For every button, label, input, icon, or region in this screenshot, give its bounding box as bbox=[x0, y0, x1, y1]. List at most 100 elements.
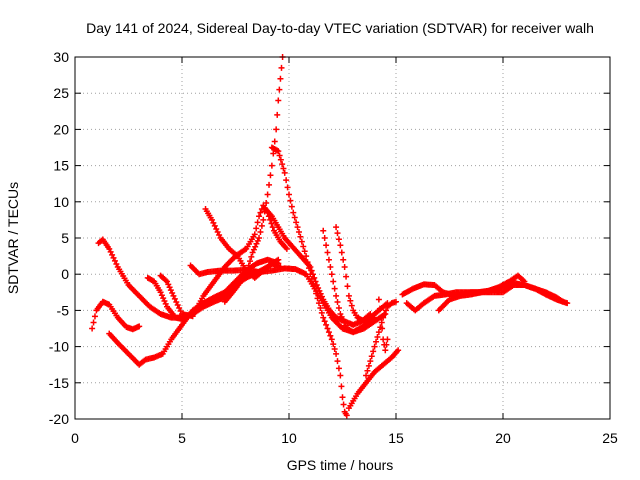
data-point bbox=[337, 242, 344, 249]
data-point bbox=[368, 353, 375, 360]
data-point bbox=[106, 245, 113, 252]
data-point bbox=[244, 266, 251, 273]
data-point bbox=[335, 236, 342, 243]
data-point bbox=[324, 249, 331, 256]
data-point bbox=[166, 284, 173, 291]
data-point bbox=[110, 254, 117, 261]
series-track-11 bbox=[320, 227, 378, 336]
data-point bbox=[371, 343, 378, 350]
data-point bbox=[161, 297, 168, 304]
data-point bbox=[327, 263, 334, 270]
data-point bbox=[338, 249, 345, 256]
data-point bbox=[214, 228, 221, 235]
data-point bbox=[383, 341, 390, 348]
data-point bbox=[312, 278, 319, 285]
x-axis-label: GPS time / hours bbox=[287, 457, 394, 473]
chart-title: Day 141 of 2024, Sidereal Day-to-day VTE… bbox=[86, 20, 594, 36]
data-point bbox=[381, 311, 388, 318]
data-point bbox=[395, 347, 402, 354]
data-point bbox=[275, 97, 282, 104]
data-point bbox=[307, 263, 314, 270]
data-point bbox=[308, 267, 315, 274]
data-point bbox=[311, 274, 318, 281]
data-point bbox=[275, 148, 282, 155]
data-point bbox=[564, 300, 571, 307]
data-point bbox=[267, 172, 274, 179]
x-tick-label: 15 bbox=[388, 430, 404, 446]
data-point bbox=[136, 323, 143, 330]
data-point bbox=[216, 231, 223, 238]
series-track-15 bbox=[375, 296, 391, 354]
data-point bbox=[297, 233, 304, 240]
data-point bbox=[344, 283, 351, 290]
data-point bbox=[393, 298, 399, 305]
data-point bbox=[247, 258, 254, 265]
data-point bbox=[331, 346, 338, 353]
data-point bbox=[286, 191, 292, 198]
data-point bbox=[258, 222, 265, 229]
data-point bbox=[320, 227, 327, 234]
data-point bbox=[277, 75, 284, 82]
data-point bbox=[273, 126, 280, 133]
data-point bbox=[113, 260, 120, 267]
data-point bbox=[343, 273, 350, 280]
data-point bbox=[277, 156, 284, 163]
data-point bbox=[340, 401, 347, 408]
data-point bbox=[91, 313, 98, 320]
data-point bbox=[169, 290, 176, 297]
data-point bbox=[167, 287, 174, 294]
data-point bbox=[309, 271, 316, 278]
data-point bbox=[210, 219, 217, 226]
data-point bbox=[343, 412, 350, 419]
data-point bbox=[211, 222, 218, 229]
data-point bbox=[383, 307, 390, 314]
x-tick-label: 25 bbox=[602, 430, 618, 446]
data-point bbox=[315, 300, 322, 307]
plot-frame bbox=[74, 56, 611, 420]
data-point bbox=[333, 224, 340, 231]
data-point bbox=[335, 365, 342, 372]
data-point bbox=[364, 367, 371, 374]
x-tick-label: 10 bbox=[281, 430, 297, 446]
data-point bbox=[337, 372, 344, 379]
data-point bbox=[365, 362, 372, 369]
data-point bbox=[373, 338, 380, 345]
data-point bbox=[291, 214, 298, 221]
data-point bbox=[171, 295, 178, 302]
data-point bbox=[367, 358, 374, 365]
data-point bbox=[559, 298, 566, 305]
x-tick-labels: 0 5 10 15 20 25 bbox=[71, 430, 618, 446]
data-point bbox=[384, 336, 391, 343]
data-point bbox=[290, 209, 297, 216]
y-tick-label: 30 bbox=[53, 49, 69, 65]
data-point bbox=[281, 169, 288, 176]
data-point bbox=[90, 319, 97, 326]
data-point bbox=[284, 184, 291, 191]
data-point bbox=[271, 138, 278, 145]
data-point bbox=[301, 248, 308, 255]
data-points bbox=[89, 54, 571, 419]
data-point bbox=[378, 314, 385, 321]
series-track-13 bbox=[345, 347, 402, 412]
data-point bbox=[89, 325, 96, 332]
data-point bbox=[280, 165, 287, 172]
x-tick-label: 20 bbox=[495, 430, 511, 446]
data-point bbox=[287, 197, 294, 204]
series-track-1 bbox=[89, 298, 143, 333]
data-point bbox=[333, 292, 340, 299]
data-point bbox=[278, 64, 285, 71]
data-point bbox=[253, 240, 260, 247]
data-point bbox=[208, 216, 215, 223]
data-point bbox=[330, 341, 337, 348]
y-tick-label: 20 bbox=[53, 121, 69, 137]
data-point bbox=[325, 329, 332, 336]
data-point bbox=[298, 238, 305, 245]
data-point bbox=[340, 256, 347, 263]
y-axis-label: SDTVAR / TECUs bbox=[5, 182, 21, 294]
data-point bbox=[323, 242, 330, 249]
data-point bbox=[250, 246, 257, 253]
data-point bbox=[300, 243, 307, 250]
data-point bbox=[279, 161, 286, 168]
data-point bbox=[264, 191, 271, 198]
